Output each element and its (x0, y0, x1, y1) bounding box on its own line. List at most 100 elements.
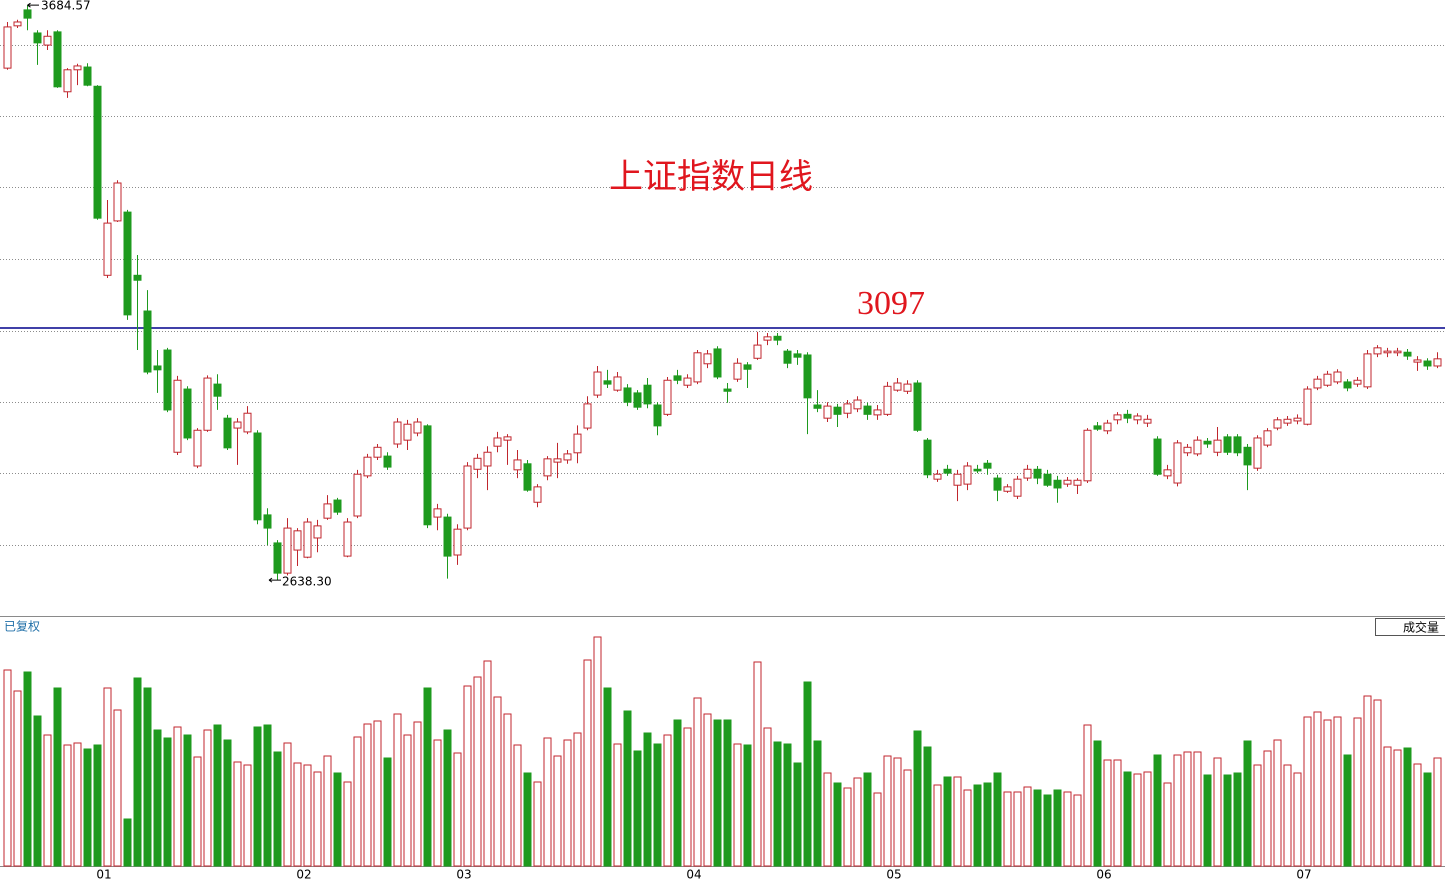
volume-bar (173, 726, 182, 867)
volume-bar (1223, 774, 1232, 867)
candle-body (583, 403, 592, 429)
candle-body (1103, 422, 1112, 432)
candle-body (1303, 388, 1312, 425)
candle-body (3, 26, 12, 69)
volume-bar (1363, 695, 1372, 867)
volume-bar (1373, 699, 1382, 867)
candle-body (173, 379, 182, 453)
volume-bar (843, 787, 852, 867)
volume-bar (963, 789, 972, 867)
volume-bar (1063, 791, 1072, 867)
volume-bar (343, 781, 352, 867)
volume-bar (203, 729, 212, 867)
candle-body (33, 32, 42, 44)
volume-bar (543, 737, 552, 867)
volume-bar (1143, 771, 1152, 867)
volume-bar (513, 744, 522, 867)
candle-body (283, 527, 292, 574)
volume-bar (663, 734, 672, 867)
volume-bar (1303, 716, 1312, 867)
volume-bar (143, 687, 152, 867)
volume-bar (863, 772, 872, 867)
candle-body (783, 350, 792, 364)
candle-body (883, 385, 892, 415)
volume-bar (743, 744, 752, 867)
volume-bar (753, 661, 762, 867)
volume-bar (1033, 789, 1042, 867)
volume-bar (613, 743, 622, 867)
volume-bar (1153, 754, 1162, 867)
volume-bar (583, 659, 592, 867)
volume-bar (73, 742, 82, 867)
volume-bar (63, 744, 72, 867)
volume-bar (783, 743, 792, 867)
candle-body (463, 465, 472, 529)
adjust-label: 已复权 (4, 620, 40, 634)
candle-body (873, 409, 882, 416)
candle-body (533, 486, 542, 503)
high-pointer (27, 2, 39, 8)
volume-bar (983, 782, 992, 867)
volume-bar (1053, 789, 1062, 867)
volume-bar (593, 636, 602, 867)
candle-body (423, 425, 432, 526)
candle-body (1203, 440, 1212, 445)
volume-bar (1323, 719, 1332, 867)
volume-bar (1213, 757, 1222, 867)
volume-bar (253, 726, 262, 867)
candle-body (503, 436, 512, 441)
volume-bar (303, 764, 312, 867)
volume-bar (223, 739, 232, 867)
candle-body (983, 462, 992, 469)
volume-bar (563, 739, 572, 867)
candle-body (453, 528, 462, 556)
candle-body (633, 392, 642, 408)
candle-body (273, 542, 282, 574)
candle-body (603, 380, 612, 385)
candle-body (1013, 478, 1022, 497)
volume-bar (1433, 757, 1442, 867)
volume-bar (483, 660, 492, 867)
volume-bar (213, 724, 222, 867)
volume-bar (1273, 739, 1282, 867)
volume-bar (1403, 747, 1412, 867)
candle-body (963, 465, 972, 485)
candle-body (1123, 413, 1132, 419)
candle-body (13, 21, 22, 27)
candle-body (1153, 438, 1162, 475)
volume-bar (93, 744, 102, 867)
candle-body (573, 433, 582, 454)
volume-bar (273, 751, 282, 867)
candle-body (1263, 430, 1272, 446)
volume-bar (1133, 773, 1142, 867)
candle-body (153, 365, 162, 371)
candle-body (83, 66, 92, 86)
volume-bar (353, 736, 362, 867)
volume-bar (553, 755, 562, 867)
candle-body (1183, 446, 1192, 454)
volume-bar (953, 776, 962, 867)
volume-bar (493, 696, 502, 867)
volume-bar (1263, 750, 1272, 867)
candle-body (323, 503, 332, 519)
candle-body (1043, 473, 1052, 486)
volume-bar (123, 818, 132, 867)
candle-body (713, 348, 722, 378)
volume-bar (373, 720, 382, 867)
candle-body (1233, 436, 1242, 454)
candle-body (1393, 350, 1402, 354)
volume-bar (33, 715, 42, 867)
candle-body (353, 473, 362, 517)
candle-body (1373, 347, 1382, 355)
candle-body (953, 473, 962, 486)
volume-bar (183, 734, 192, 867)
candle-body (493, 437, 502, 447)
volume-bar (53, 687, 62, 867)
candle-body (1003, 486, 1012, 492)
volume-bar (163, 737, 172, 867)
candle-body (103, 222, 112, 276)
candle-body (593, 371, 602, 396)
volume-bar (1123, 771, 1132, 867)
volume-bar (853, 777, 862, 867)
